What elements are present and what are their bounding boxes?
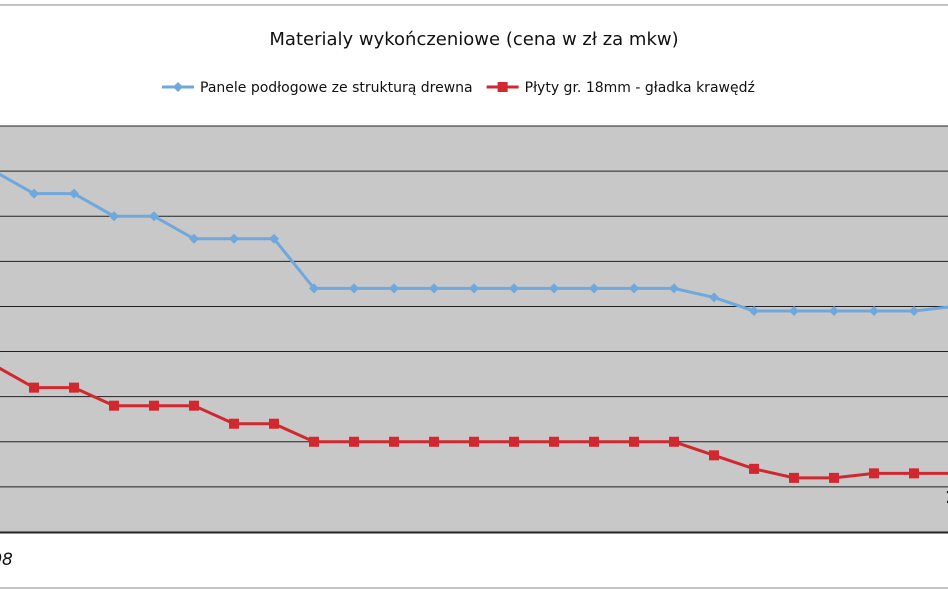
point [709,292,719,303]
legend-marker [497,82,508,92]
point [389,436,399,447]
point [149,400,159,411]
point [669,283,679,294]
point [549,283,559,294]
point [829,472,839,483]
point [549,436,559,447]
point [109,400,119,411]
point [589,436,599,447]
point [349,436,359,447]
point [229,418,239,429]
point [629,283,639,294]
point [189,400,199,411]
point [869,305,879,316]
point [869,468,879,479]
point [149,211,159,222]
point [429,283,439,294]
point [589,283,599,294]
point [349,283,359,294]
point [309,283,319,294]
point [269,418,279,429]
point [629,436,639,447]
point [29,188,39,199]
point [509,283,519,294]
point [789,472,799,483]
point [229,233,239,244]
point [429,436,439,447]
point [469,436,479,447]
point [789,305,799,316]
legend: Panele podłogowe ze strukturą drewna Płyt… [162,80,755,96]
point [389,283,399,294]
point [749,463,759,474]
plot-area [0,125,948,534]
legend-label: Płyty gr. 18mm - gładka krawędź [525,80,755,96]
x-tick-label: 08 [0,550,13,570]
point [909,468,919,479]
annotation: 1 [945,488,948,508]
chart-title: Materialy wykończeniowe (cena w zł za mk… [269,29,678,50]
point [69,188,79,199]
point [909,305,919,316]
point [189,233,199,244]
point [829,305,839,316]
point [109,211,119,222]
point [469,283,479,294]
point [269,233,279,244]
point [29,382,39,393]
point [709,450,719,461]
point [69,382,79,393]
point [669,436,679,447]
legend-label: Panele podłogowe ze strukturą drewna [200,80,473,96]
point [749,305,759,316]
point [309,436,319,447]
point [509,436,519,447]
legend-marker [173,82,183,92]
